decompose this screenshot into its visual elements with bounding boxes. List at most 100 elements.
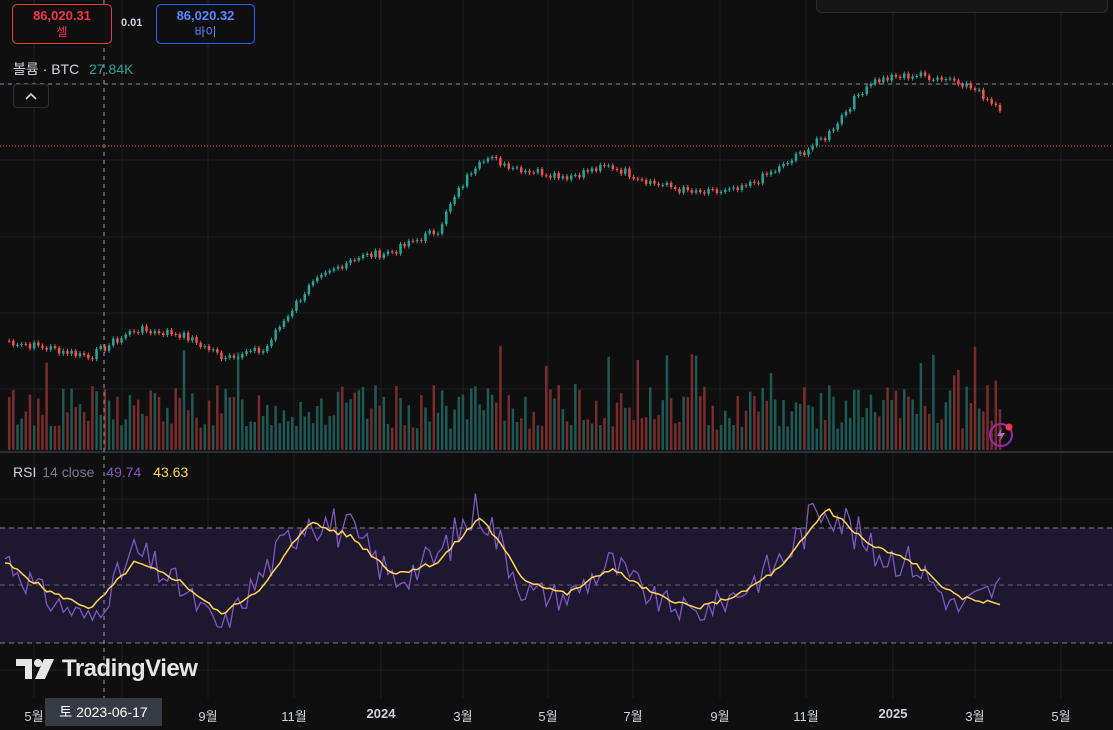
candle-body xyxy=(91,358,94,360)
volume-bar xyxy=(615,402,619,450)
candle-body xyxy=(836,123,839,130)
volume-bar xyxy=(624,407,627,450)
candle-body xyxy=(557,173,560,179)
candle-body xyxy=(719,191,723,193)
volume-bar xyxy=(270,425,273,450)
volume-bar xyxy=(628,407,631,450)
top-toolbar[interactable] xyxy=(816,0,1108,13)
candle-body xyxy=(769,171,773,175)
volume-bar xyxy=(332,415,336,450)
collapse-legend-button[interactable] xyxy=(13,84,49,108)
candle-body xyxy=(882,77,885,83)
candle-body xyxy=(965,83,968,87)
candle-body xyxy=(153,330,157,334)
volume-bar xyxy=(994,380,998,450)
volume-bar xyxy=(519,418,523,450)
candle-body xyxy=(757,182,760,184)
candle-body xyxy=(969,83,973,89)
candle-body xyxy=(191,337,194,341)
candle-body xyxy=(803,152,806,155)
volume-bar xyxy=(120,425,123,450)
time-axis-label: 7월 xyxy=(623,709,643,724)
candle-body xyxy=(807,149,810,155)
volume-bar xyxy=(457,396,461,450)
candle-body xyxy=(907,73,910,79)
candle-body xyxy=(236,357,240,359)
sell-label: 셀 xyxy=(56,25,68,39)
volume-bar xyxy=(703,386,706,450)
volume-bar xyxy=(340,386,344,450)
crosshair-date-label: 토 2023-06-17 xyxy=(45,698,162,726)
candle-body xyxy=(844,111,848,116)
candle-body xyxy=(257,347,261,353)
rsi-line xyxy=(4,493,1001,629)
candle-body xyxy=(161,333,165,336)
rsi-legend[interactable]: RSI 14 close 49.74 43.63 xyxy=(13,464,188,480)
candle-body xyxy=(41,345,44,348)
tradingview-logo[interactable]: TradingView xyxy=(16,655,198,683)
volume-bar xyxy=(170,423,173,450)
candle-body xyxy=(116,338,119,343)
candle-body xyxy=(457,187,461,197)
volume-bar xyxy=(532,411,535,450)
volume-bar xyxy=(890,400,894,450)
volume-bar xyxy=(636,359,640,450)
candle-body xyxy=(324,272,327,275)
volume-bar xyxy=(161,421,165,450)
candle-body xyxy=(569,175,573,180)
volume-bar xyxy=(619,393,623,450)
candle-body xyxy=(495,157,498,159)
volume-bar xyxy=(474,386,477,450)
volume-legend[interactable]: 볼륨 · BTC 27.84K xyxy=(13,59,133,79)
volume-bar xyxy=(291,417,294,450)
time-axis-label: 3월 xyxy=(965,709,985,724)
candle-body xyxy=(103,346,107,351)
sell-button[interactable]: 86,020.31 셀 xyxy=(12,4,112,44)
candle-body xyxy=(145,326,148,332)
candle-body xyxy=(111,338,115,346)
volume-bar xyxy=(540,425,544,450)
volume-bar xyxy=(657,415,660,450)
candle-body xyxy=(932,79,935,81)
candle-body xyxy=(565,176,569,180)
volume-bar xyxy=(873,412,877,450)
lightning-icon[interactable] xyxy=(988,422,1014,448)
buy-button[interactable]: 86,020.32 바이 xyxy=(156,4,255,44)
candle-body xyxy=(832,129,835,132)
candle-body xyxy=(811,145,814,150)
volume-bar xyxy=(386,423,390,450)
candle-body xyxy=(998,104,1002,111)
volume-bar xyxy=(295,425,298,450)
candle-body xyxy=(370,253,373,258)
candle-body xyxy=(873,79,877,85)
volume-bars xyxy=(7,345,1002,450)
candle-body xyxy=(736,187,739,191)
volume-bar xyxy=(132,405,136,450)
candle-body xyxy=(486,158,490,162)
candle-body xyxy=(503,163,506,166)
volume-bar xyxy=(819,393,823,450)
candle-body xyxy=(607,165,610,167)
candle-body xyxy=(124,334,127,339)
volume-bar xyxy=(544,365,548,450)
volume-bar xyxy=(311,423,315,450)
candle-body xyxy=(440,224,444,234)
volume-bar xyxy=(744,410,748,450)
candle-body xyxy=(170,330,173,334)
candle-body xyxy=(861,94,864,96)
candle-body xyxy=(894,74,898,77)
sell-price: 86,020.31 xyxy=(33,8,91,23)
candle-body xyxy=(315,277,319,282)
candle-body xyxy=(445,211,448,225)
volume-bar xyxy=(453,409,456,450)
candle-body xyxy=(174,333,177,335)
volume-bar xyxy=(499,345,502,450)
volume-bar xyxy=(62,388,65,450)
candle-body xyxy=(336,266,340,269)
candle-body xyxy=(182,332,186,338)
volume-bar xyxy=(653,418,656,450)
candle-body xyxy=(470,173,473,175)
chart-canvas[interactable] xyxy=(0,0,1113,698)
volume-bar xyxy=(103,388,107,450)
time-axis[interactable]: 5월 9월 11월 2024 3월 5월 7월 9월 11월 2025 3월 5월 xyxy=(0,698,1113,730)
